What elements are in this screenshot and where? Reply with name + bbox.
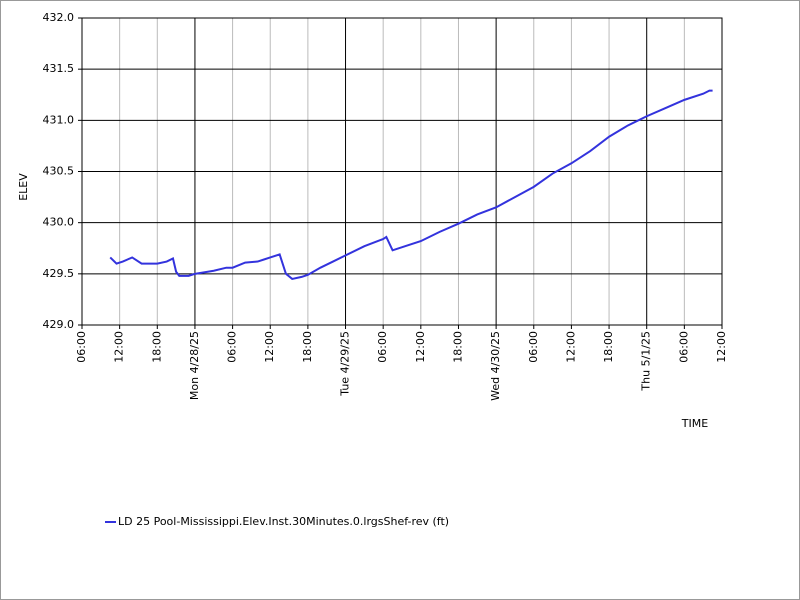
data-line bbox=[109, 89, 713, 281]
x-tick-label: 06:00 bbox=[677, 331, 690, 363]
x-tick-label: Mon 4/28/25 bbox=[188, 331, 201, 400]
y-tick-label: 430.5 bbox=[43, 165, 75, 178]
y-tick-label: 431.5 bbox=[43, 62, 75, 75]
x-tick-label: 12:00 bbox=[414, 331, 427, 363]
y-tick-label: 430.0 bbox=[43, 216, 75, 229]
x-tick-label: 12:00 bbox=[564, 331, 577, 363]
x-tick-label: 18:00 bbox=[602, 331, 615, 363]
x-tick-label: 12:00 bbox=[263, 331, 276, 363]
x-tick-label: 12:00 bbox=[715, 331, 728, 363]
plot-border bbox=[81, 17, 723, 326]
y-tick-label: 432.0 bbox=[43, 11, 75, 24]
x-tick-label: 06:00 bbox=[226, 331, 239, 363]
legend-label: LD 25 Pool-Mississippi.Elev.Inst.30Minut… bbox=[118, 515, 449, 528]
x-tick-label: Thu 5/1/25 bbox=[640, 331, 653, 392]
x-tick-label: 06:00 bbox=[527, 331, 540, 363]
y-tick-label: 431.0 bbox=[43, 113, 75, 126]
x-tick-label: 06:00 bbox=[75, 331, 88, 363]
x-tick-label: 06:00 bbox=[376, 331, 389, 363]
x-tick-label: Tue 4/29/25 bbox=[339, 331, 352, 397]
x-axis-label: TIME bbox=[681, 417, 708, 430]
y-axis-label: ELEV bbox=[17, 173, 30, 201]
y-tick-label: 429.5 bbox=[43, 267, 75, 280]
x-tick-label: 12:00 bbox=[113, 331, 126, 363]
x-tick-label: Wed 4/30/25 bbox=[489, 331, 502, 401]
y-tick-label: 429.0 bbox=[43, 318, 75, 331]
x-tick-label: 18:00 bbox=[301, 331, 314, 363]
x-tick-label: 18:00 bbox=[150, 331, 163, 363]
x-tick-label: 18:00 bbox=[451, 331, 464, 363]
